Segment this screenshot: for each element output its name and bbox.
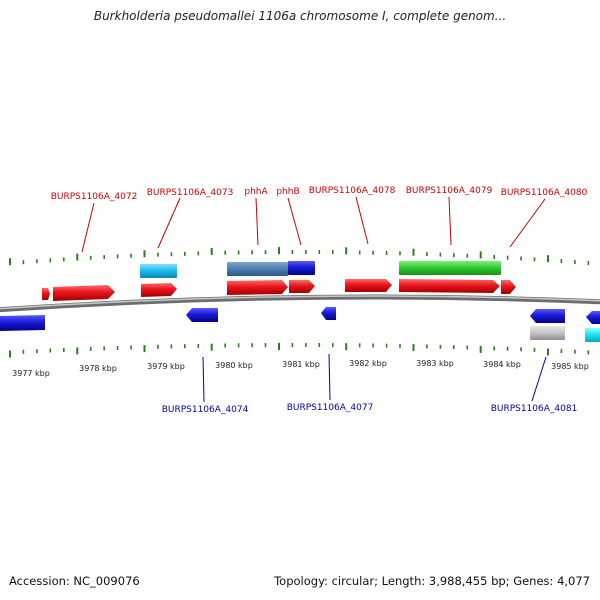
scale-label: 3980 kbp: [215, 361, 253, 370]
scale-label: 3985 kbp: [551, 362, 589, 371]
gene-label-burps1106a-4079[interactable]: BURPS1106A_4079: [406, 186, 493, 196]
gene-arrow-reverse[interactable]: [186, 308, 218, 322]
scale-label: 3978 kbp: [79, 364, 117, 373]
gene-arrow-forward[interactable]: [345, 279, 392, 292]
feature-bar-aqua[interactable]: [585, 328, 600, 342]
gene-arrow-reverse[interactable]: [530, 309, 565, 323]
scale-label: 3982 kbp: [349, 359, 387, 368]
scale-label: 3983 kbp: [416, 359, 454, 368]
gene-arrow-forward[interactable]: [42, 288, 50, 300]
gene-label-burps1106a-4074[interactable]: BURPS1106A_4074: [162, 405, 249, 415]
scale-label: 3977 kbp: [12, 369, 50, 378]
gene-arrow-reverse[interactable]: [586, 311, 600, 324]
gene-label-burps1106a-4072[interactable]: BURPS1106A_4072: [51, 192, 138, 202]
genome-backbone: [0, 294, 600, 313]
genome-summary-text: Topology: circular; Length: 3,988,455 bp…: [274, 574, 590, 588]
lower-labels: BURPS1106A_4074 BURPS1106A_4077 BURPS110…: [162, 403, 578, 415]
gene-label-phhb[interactable]: phhB: [276, 187, 299, 197]
gene-arrow-forward[interactable]: [141, 283, 177, 297]
gene-label-phha[interactable]: phhA: [244, 187, 268, 197]
scale-label: 3984 kbp: [483, 360, 521, 369]
gene-arrow-forward[interactable]: [399, 279, 500, 293]
map-title: Burkholderia pseudomallei 1106a chromoso…: [93, 9, 507, 23]
gene-arrow-forward[interactable]: [501, 280, 516, 294]
tick-row-upper: [9, 247, 590, 266]
scale-label: 3979 kbp: [147, 362, 185, 371]
gene-arrow-reverse[interactable]: [0, 315, 45, 331]
gene-label-burps1106a-4077[interactable]: BURPS1106A_4077: [287, 403, 374, 413]
scale-labels: 3977 kbp 3978 kbp 3979 kbp 3980 kbp 3981…: [12, 359, 589, 378]
gene-label-burps1106a-4078[interactable]: BURPS1106A_4078: [309, 186, 396, 196]
upper-label-leaders: [81, 196, 546, 253]
feature-bar-blue[interactable]: [288, 261, 315, 275]
feature-bar-grey[interactable]: [530, 326, 565, 340]
genome-backbone-highlight: [0, 295, 600, 310]
forward-genes: [42, 279, 516, 301]
scale-label: 3981 kbp: [282, 360, 320, 369]
feature-bar-green[interactable]: [399, 261, 501, 275]
tick-row-lower: [9, 343, 590, 358]
upper-labels: BURPS1106A_4072 BURPS1106A_4073 phhA phh…: [51, 186, 588, 202]
gene-label-burps1106a-4080[interactable]: BURPS1106A_4080: [501, 188, 588, 198]
feature-bar-steel[interactable]: [227, 262, 288, 276]
gene-label-burps1106a-4073[interactable]: BURPS1106A_4073: [147, 188, 234, 198]
gene-label-burps1106a-4081[interactable]: BURPS1106A_4081: [491, 404, 578, 414]
lower-label-leaders: [202, 353, 547, 403]
gene-arrow-forward[interactable]: [289, 280, 315, 293]
feature-bar-cyan[interactable]: [140, 264, 177, 278]
reverse-genes: [0, 307, 600, 342]
gene-arrow-forward[interactable]: [53, 285, 115, 301]
accession-text: Accession: NC_009076: [9, 574, 140, 588]
gene-arrow-reverse[interactable]: [321, 307, 336, 320]
gene-arrow-forward[interactable]: [227, 280, 288, 295]
